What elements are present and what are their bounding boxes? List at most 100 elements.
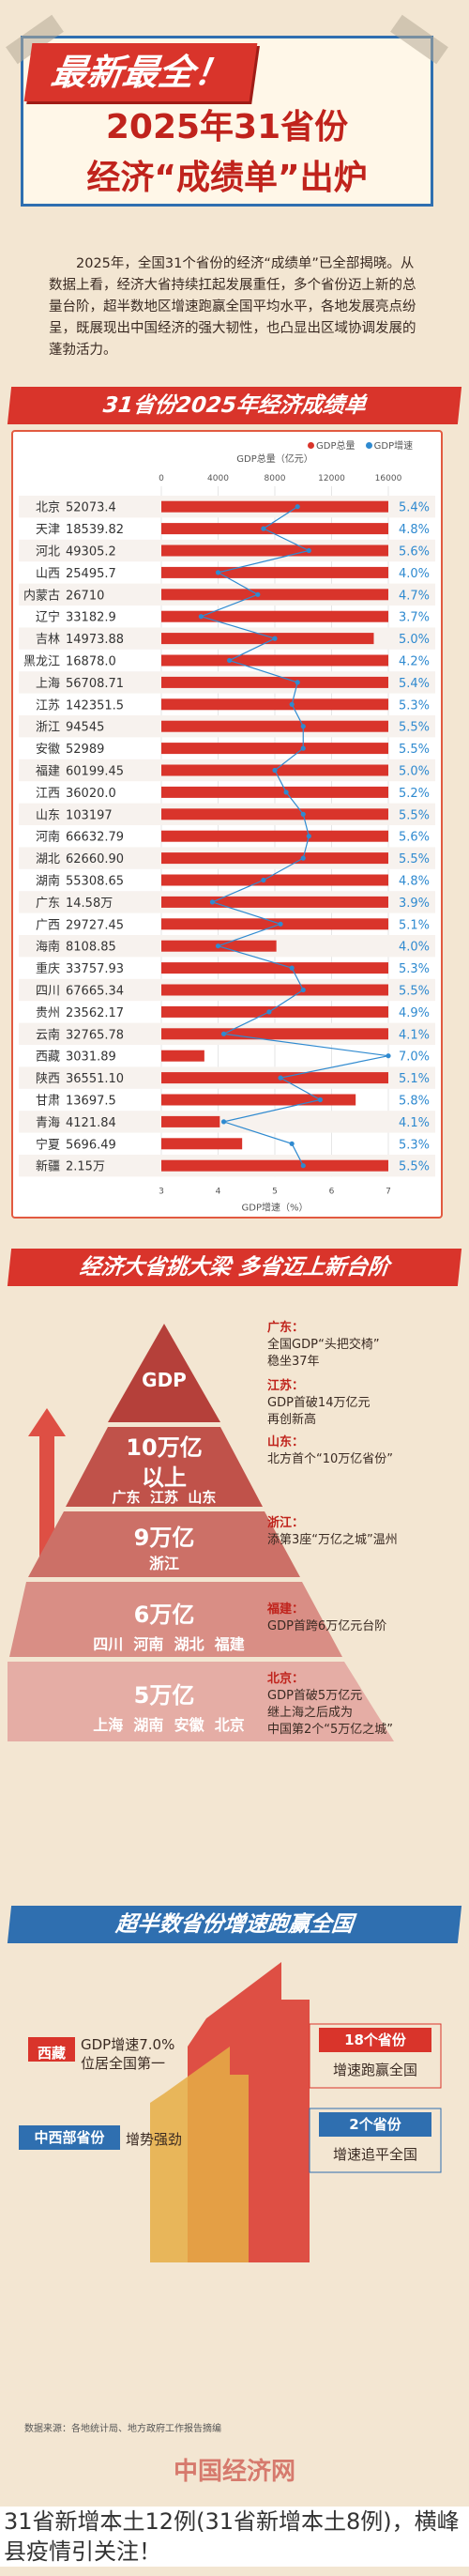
latest-banner: 最新最全！	[23, 43, 258, 101]
growth-value-label: 5.5%	[399, 1160, 430, 1174]
growth-value-label: 4.1%	[399, 1028, 430, 1042]
growth-value-label: 4.8%	[399, 523, 430, 537]
note-province: 北京：	[267, 1672, 305, 1686]
growth-value-label: 5.4%	[399, 501, 430, 515]
growth-point	[215, 570, 221, 575]
gdp-value-label: 33182.9	[66, 611, 116, 625]
bottom-tick-label: 7	[386, 1187, 391, 1196]
growth-point	[278, 1075, 283, 1081]
province-label: 河北	[36, 545, 60, 560]
growth-point	[198, 614, 204, 620]
growth-point	[215, 943, 221, 949]
province-label: 陕西	[36, 1072, 60, 1086]
growth-value-label: 5.3%	[399, 1138, 430, 1152]
gdp-bar	[161, 589, 388, 601]
province-label: 山西	[36, 567, 60, 581]
growth-value-label: 4.7%	[399, 589, 430, 603]
gdp-bar	[161, 1094, 356, 1106]
note-jiangsu: 江苏： GDP首破14万亿元 再创新高	[267, 1378, 370, 1429]
gdp-value-label: 62660.90	[66, 852, 124, 866]
growth-point	[289, 1141, 295, 1146]
xizang-text-line1: GDP增速7.0%	[81, 2036, 175, 2053]
province-label: 新疆	[36, 1159, 60, 1174]
growth-value-label: 5.3%	[399, 698, 430, 713]
row-stripe	[19, 1111, 435, 1133]
midwest-tag-bg	[19, 2125, 120, 2150]
note-province: 江苏：	[267, 1379, 305, 1393]
province-label: 北京	[36, 501, 60, 515]
province-label: 山东	[36, 808, 60, 822]
growth-value-label: 4.2%	[399, 655, 430, 669]
gdp-value-label: 142351.5	[66, 698, 124, 713]
box2-tag-bg	[319, 2112, 431, 2137]
image-caption: 31省新增本土12例(31省新增本土8例)，横峰县疫情引关注！	[0, 2507, 469, 2567]
province-label: 辽宁	[36, 610, 60, 625]
growth-point	[300, 1163, 306, 1169]
xizang-tag-bg	[28, 2037, 75, 2062]
gdp-chart: GDP总量（亿元） 0 4000 8000 12000 16000 3 4 5 6 7 GDP增速（%…	[19, 452, 435, 1213]
growth-value-label: 5.4%	[399, 677, 430, 691]
note-line: 添第3座“万亿之城”温州	[267, 1533, 398, 1547]
note-shandong: 山东： 北方首个“10万亿省份”	[267, 1434, 393, 1468]
note-fujian: 福建： GDP首跨6万亿元台阶	[267, 1602, 386, 1635]
gdp-value-label: 5696.49	[66, 1138, 116, 1152]
province-label: 江西	[36, 787, 60, 801]
growth-point	[266, 1009, 272, 1015]
growth-value-label: 5.5%	[399, 808, 430, 822]
gdp-value-label: 3031.89	[66, 1050, 116, 1065]
gdp-value-label: 66632.79	[66, 831, 124, 845]
province-label: 湖北	[36, 852, 60, 866]
pyramid-tier-3	[9, 1582, 342, 1657]
growth-value-label: 4.0%	[399, 567, 430, 581]
tier1-provinces: 广东 江苏 山东	[112, 1489, 217, 1506]
gdp-bar	[161, 566, 388, 578]
growth-point	[255, 591, 261, 597]
gdp-value-label: 56708.71	[66, 677, 124, 691]
growth-value-label: 3.7%	[399, 611, 430, 625]
note-line: 继上海之后成为	[267, 1706, 354, 1720]
growth-point	[289, 965, 295, 971]
growth-point	[278, 921, 283, 927]
note-province: 浙江：	[267, 1516, 305, 1530]
gdp-bar	[161, 918, 388, 930]
pyramid-tier-top	[108, 1324, 220, 1422]
growth-point	[289, 701, 295, 707]
growth-value-label: 3.9%	[399, 897, 430, 911]
gdp-value-label: 49305.2	[66, 545, 116, 560]
growth-value-label: 7.0%	[399, 1050, 430, 1065]
legend-gdp-marker	[308, 442, 314, 449]
gdp-bar	[161, 633, 374, 645]
gdp-value-label: 14973.88	[66, 633, 124, 647]
growth-value-label: 5.6%	[399, 831, 430, 845]
chart-legend: GDP总量 GDP增速	[300, 437, 413, 452]
note-zhejiang: 浙江： 添第3座“万亿之城”温州	[267, 1515, 398, 1549]
province-label: 浙江	[36, 721, 60, 735]
growth-point	[300, 724, 306, 729]
page-title-line1: 2025年31省份	[105, 108, 349, 146]
xizang-text: GDP增速7.0% 位居全国第一	[81, 2035, 174, 2073]
gdp-bar	[161, 698, 388, 711]
top-tick-label: 4000	[207, 474, 229, 483]
gdp-value-label: 2.15万	[66, 1160, 105, 1174]
xizang-text-line2: 位居全国第一	[81, 2055, 166, 2072]
legend-gdp-label: GDP总量	[316, 441, 356, 452]
bottom-tick-label: 3	[159, 1187, 164, 1196]
pyramid-tier-1	[66, 1427, 263, 1507]
tier4-value: 5万亿	[133, 1682, 195, 1709]
province-label: 福建	[36, 765, 60, 779]
province-label: 贵州	[36, 1006, 60, 1020]
top-tick-label: 0	[159, 474, 164, 483]
top-axis-label: GDP总量（亿元）	[236, 452, 312, 465]
growth-point	[261, 526, 266, 531]
growth-value-label: 5.1%	[399, 918, 430, 932]
bottom-tick-label: 6	[329, 1187, 335, 1196]
note-line: 稳坐37年	[267, 1355, 320, 1369]
province-label: 吉林	[36, 633, 60, 647]
province-label: 云南	[36, 1027, 60, 1042]
gdp-value-label: 67665.34	[66, 985, 124, 999]
note-guangdong: 广东： 全国GDP“头把交椅” 稳坐37年	[267, 1320, 380, 1371]
gdp-value-label: 16878.0	[66, 655, 116, 669]
growth-point	[317, 1096, 323, 1103]
gdp-value-label: 55308.65	[66, 875, 124, 889]
gdp-bar	[161, 830, 388, 842]
